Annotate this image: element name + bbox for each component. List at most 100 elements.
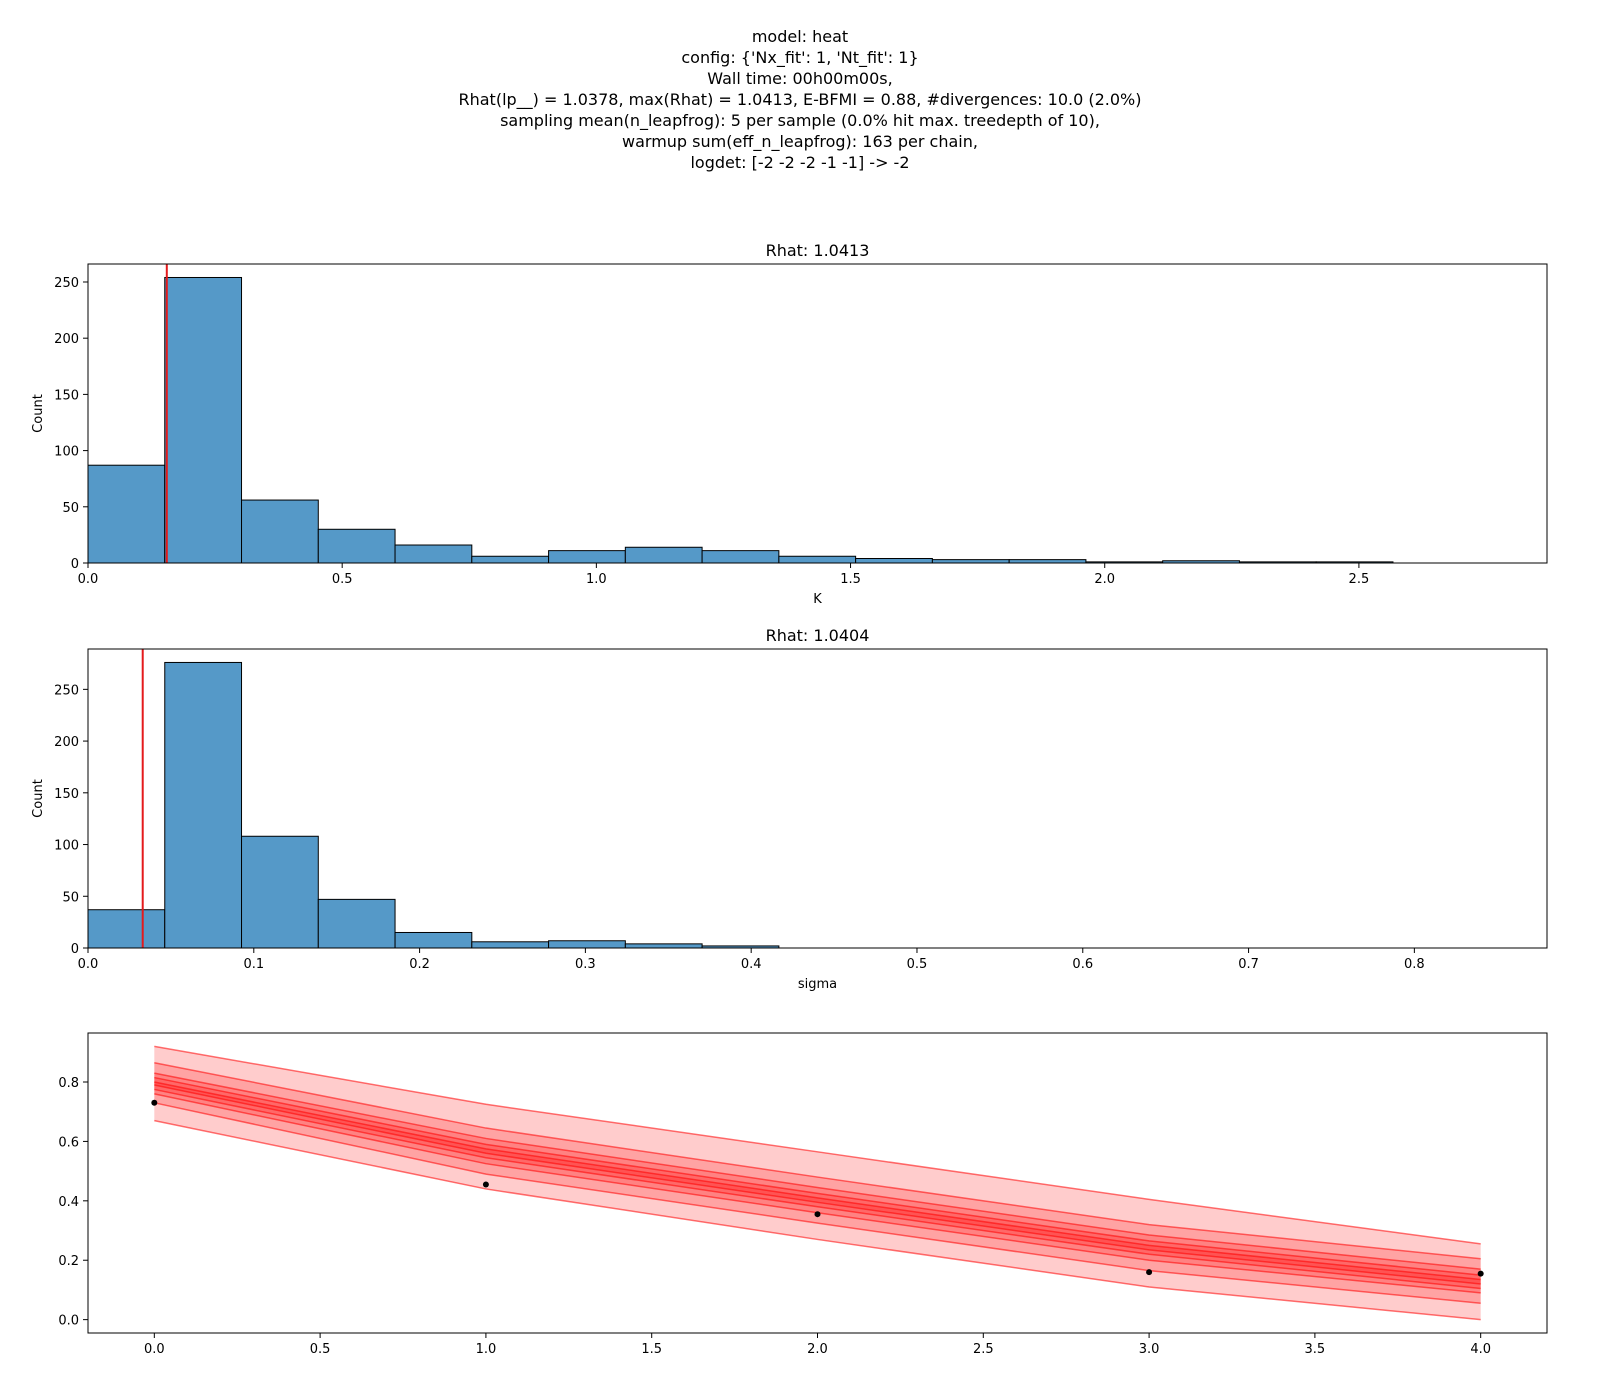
- y-tick-label: 0.8: [58, 1076, 79, 1091]
- histogram-bar: [317, 898, 396, 949]
- y-tick-label: 0.4: [58, 1195, 79, 1210]
- x-tick-label: 1.5: [840, 572, 861, 587]
- x-tick-label: 0.5: [332, 572, 353, 587]
- x-tick-label: 1.0: [586, 572, 607, 587]
- x-tick-label: 0.5: [310, 1342, 331, 1357]
- histogram-bar: [241, 835, 319, 949]
- quantile-line: [154, 1081, 1481, 1281]
- y-tick-label: 50: [62, 501, 79, 516]
- quantile-band: [154, 1062, 1481, 1304]
- axes-title: Rhat: 1.0413: [766, 241, 870, 260]
- x-tick-label: 0.5: [907, 957, 928, 972]
- x-tick-label: 0.0: [78, 957, 99, 972]
- histogram-bar: [855, 558, 933, 564]
- y-tick-label: 0: [71, 942, 79, 957]
- histogram-bar: [778, 555, 857, 564]
- quantile-line: [154, 1072, 1481, 1270]
- y-tick-label: 50: [62, 890, 79, 905]
- histogram-bar: [548, 940, 626, 949]
- x-tick-label: 2.0: [1094, 572, 1115, 587]
- quantile-band: [154, 1073, 1481, 1293]
- y-tick-label: 0.0: [58, 1314, 79, 1329]
- y-tick-label: 250: [54, 276, 79, 291]
- x-axis-label: K: [813, 592, 822, 607]
- histogram-bar: [624, 943, 703, 949]
- quantile-band: [154, 1046, 1481, 1320]
- y-tick-label: 250: [54, 683, 79, 698]
- observation-point: [482, 1181, 489, 1188]
- x-tick-label: 2.5: [1349, 572, 1370, 587]
- x-tick-label: 0.0: [144, 1342, 165, 1357]
- histogram-bar: [241, 499, 319, 564]
- y-tick-label: 0: [71, 557, 79, 572]
- suptitle-line-warmup: warmup sum(eff_n_leapfrog): 163 per chai…: [622, 132, 978, 151]
- axes-frame: [87, 648, 1548, 949]
- y-tick-label: 200: [54, 332, 79, 347]
- x-tick-label: 0.7: [1238, 957, 1259, 972]
- x-tick-label: 4.0: [1470, 1342, 1491, 1357]
- x-tick-label: 0.0: [78, 572, 99, 587]
- histogram-bar: [164, 661, 243, 949]
- y-tick-label: 100: [54, 839, 79, 854]
- y-tick-label: 150: [54, 787, 79, 802]
- histogram-bar: [87, 464, 166, 564]
- quantile-line: [154, 1088, 1481, 1290]
- histogram-bar: [317, 528, 396, 564]
- histogram-bar: [394, 931, 473, 949]
- histogram-bar: [394, 544, 473, 564]
- x-axis-label: sigma: [798, 977, 837, 992]
- y-tick-label: 0.6: [58, 1135, 79, 1150]
- x-tick-label: 0.6: [1072, 957, 1093, 972]
- suptitle-line-logdet: logdet: [-2 -2 -2 -1 -1] -> -2: [690, 153, 910, 172]
- y-tick-label: 100: [54, 445, 79, 460]
- x-tick-label: 3.0: [1139, 1342, 1160, 1357]
- x-tick-label: 2.5: [973, 1342, 994, 1357]
- suptitle-line-config: config: {'Nx_fit': 1, 'Nt_fit': 1}: [681, 48, 919, 67]
- suptitle-line-walltime: Wall time: 00h00m00s,: [707, 69, 893, 88]
- observation-point: [1146, 1269, 1153, 1276]
- histogram-bar: [1008, 559, 1087, 564]
- suptitle-line-model: model: heat: [751, 27, 849, 46]
- histogram-bar: [548, 550, 626, 564]
- histogram-bar: [471, 555, 550, 564]
- y-axis-label: Count: [31, 779, 46, 818]
- quantile-line: [154, 1102, 1481, 1305]
- quantile-line: [154, 1061, 1481, 1260]
- quantile-line: [154, 1076, 1481, 1276]
- observation-point: [151, 1099, 158, 1106]
- x-tick-label: 0.2: [409, 957, 430, 972]
- suptitle-line-diagnostics: Rhat(lp__) = 1.0378, max(Rhat) = 1.0413,…: [458, 90, 1142, 109]
- histogram-bar: [87, 909, 166, 949]
- x-tick-label: 0.1: [243, 957, 264, 972]
- y-tick-label: 0.2: [58, 1254, 79, 1269]
- predictive-band-axes: 0.0 0.5 1.0 1.5 2.0 2.5 3.0 3.5 4.0 0.0 0.2 0.4 0.6 0…: [58, 1032, 1548, 1357]
- histogram-bar: [931, 559, 1010, 564]
- axes-title: Rhat: 1.0404: [766, 626, 870, 645]
- quantile-line: [154, 1084, 1481, 1285]
- histogram-bar: [164, 276, 243, 564]
- figure-suptitle: model: heat config: {'Nx_fit': 1, 'Nt_fi…: [0, 26, 1600, 173]
- y-tick-label: 200: [54, 735, 79, 750]
- x-tick-label: 3.5: [1305, 1342, 1326, 1357]
- histogram-bar: [624, 546, 703, 564]
- suptitle-line-sampling: sampling mean(n_leapfrog): 5 per sample …: [500, 111, 1100, 130]
- histogram-sigma-axes: 0.0 0.1 0.2 0.3 0.4 0.5 0.6 0.7 0.8 0 50 100 150 200 2…: [31, 626, 1548, 992]
- axes-frame: [87, 263, 1548, 564]
- x-tick-label: 1.5: [641, 1342, 662, 1357]
- observation-point: [1477, 1270, 1484, 1277]
- x-tick-label: 0.4: [741, 957, 762, 972]
- quantile-band: [154, 1077, 1481, 1289]
- x-tick-label: 0.3: [575, 957, 596, 972]
- y-axis-label: Count: [31, 394, 46, 433]
- histogram-bar: [701, 550, 780, 564]
- x-tick-label: 2.0: [807, 1342, 828, 1357]
- observation-point: [814, 1211, 821, 1218]
- x-tick-label: 1.0: [476, 1342, 497, 1357]
- histogram-bar: [471, 941, 550, 949]
- histogram-K-axes: 0.0 0.5 1.0 1.5 2.0 2.5 0 50 100 150 200 250 K Count R…: [31, 241, 1548, 607]
- y-tick-label: 150: [54, 388, 79, 403]
- quantile-line: [154, 1119, 1481, 1321]
- x-tick-label: 0.8: [1404, 957, 1425, 972]
- quantile-line: [154, 1045, 1481, 1245]
